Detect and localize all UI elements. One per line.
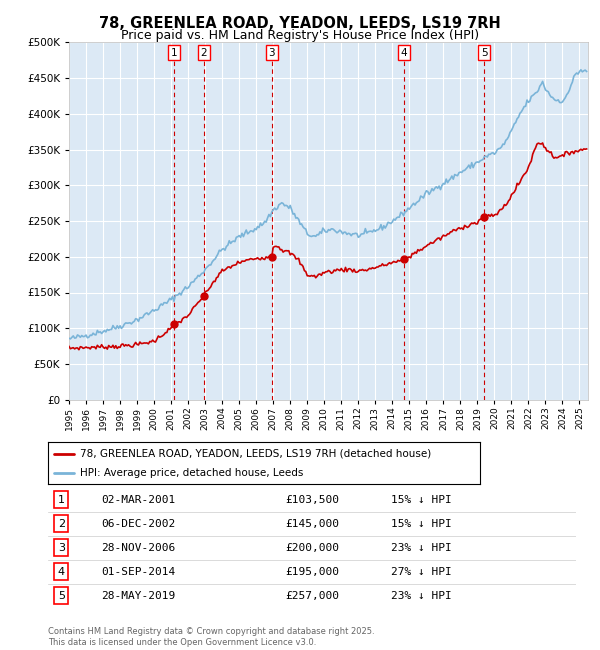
Text: £103,500: £103,500 xyxy=(286,495,340,504)
Text: 28-MAY-2019: 28-MAY-2019 xyxy=(101,591,175,601)
Text: Price paid vs. HM Land Registry's House Price Index (HPI): Price paid vs. HM Land Registry's House … xyxy=(121,29,479,42)
Text: £195,000: £195,000 xyxy=(286,567,340,577)
Text: 2: 2 xyxy=(58,519,65,528)
Text: 1: 1 xyxy=(170,47,178,58)
Text: 23% ↓ HPI: 23% ↓ HPI xyxy=(391,543,452,552)
Text: 5: 5 xyxy=(481,47,488,58)
Text: 27% ↓ HPI: 27% ↓ HPI xyxy=(391,567,452,577)
Text: 23% ↓ HPI: 23% ↓ HPI xyxy=(391,591,452,601)
Text: 15% ↓ HPI: 15% ↓ HPI xyxy=(391,495,452,504)
Text: 4: 4 xyxy=(58,567,65,577)
Text: 2: 2 xyxy=(200,47,207,58)
Text: 78, GREENLEA ROAD, YEADON, LEEDS, LS19 7RH (detached house): 78, GREENLEA ROAD, YEADON, LEEDS, LS19 7… xyxy=(80,449,431,459)
Text: 15% ↓ HPI: 15% ↓ HPI xyxy=(391,519,452,528)
Text: 3: 3 xyxy=(268,47,275,58)
Text: £257,000: £257,000 xyxy=(286,591,340,601)
Text: 5: 5 xyxy=(58,591,65,601)
Text: £145,000: £145,000 xyxy=(286,519,340,528)
Text: 01-SEP-2014: 01-SEP-2014 xyxy=(101,567,175,577)
Text: 78, GREENLEA ROAD, YEADON, LEEDS, LS19 7RH: 78, GREENLEA ROAD, YEADON, LEEDS, LS19 7… xyxy=(99,16,501,31)
Text: 3: 3 xyxy=(58,543,65,552)
Text: £200,000: £200,000 xyxy=(286,543,340,552)
Text: 4: 4 xyxy=(400,47,407,58)
Text: 02-MAR-2001: 02-MAR-2001 xyxy=(101,495,175,504)
Text: Contains HM Land Registry data © Crown copyright and database right 2025.
This d: Contains HM Land Registry data © Crown c… xyxy=(48,627,374,647)
Text: 06-DEC-2002: 06-DEC-2002 xyxy=(101,519,175,528)
Text: 28-NOV-2006: 28-NOV-2006 xyxy=(101,543,175,552)
Text: HPI: Average price, detached house, Leeds: HPI: Average price, detached house, Leed… xyxy=(80,468,304,478)
Text: 1: 1 xyxy=(58,495,65,504)
